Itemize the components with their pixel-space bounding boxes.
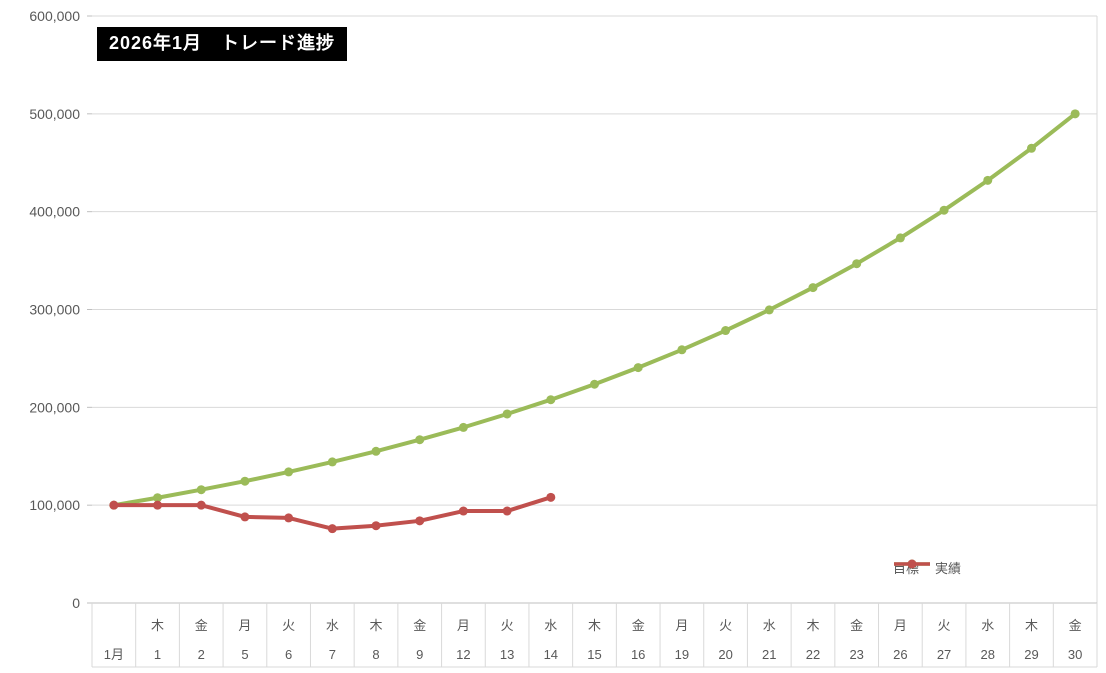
svg-text:水: 水 xyxy=(544,618,557,633)
svg-text:木: 木 xyxy=(806,618,819,633)
svg-text:100,000: 100,000 xyxy=(29,497,80,513)
svg-text:28: 28 xyxy=(981,647,995,662)
svg-text:30: 30 xyxy=(1068,647,1082,662)
x-axis: 木金月火水木金月火水木金月火水木金月火水木金1月 1 2 5 6 7 8 9 12 13 14 15 1… xyxy=(91,602,1098,668)
svg-text:木: 木 xyxy=(588,618,601,633)
svg-text:300,000: 300,000 xyxy=(29,302,80,318)
svg-text:5: 5 xyxy=(241,647,248,662)
svg-text:15: 15 xyxy=(587,647,601,662)
svg-text:1: 1 xyxy=(154,647,161,662)
svg-text:水: 水 xyxy=(981,618,994,633)
svg-text:23: 23 xyxy=(849,647,863,662)
actual-swatch-marker xyxy=(907,559,917,569)
legend: 目標 実績 xyxy=(893,558,961,577)
svg-text:500,000: 500,000 xyxy=(29,106,80,122)
svg-text:月: 月 xyxy=(675,618,688,633)
legend-label-actual: 実績 xyxy=(935,561,962,576)
svg-text:8: 8 xyxy=(372,647,379,662)
svg-text:木: 木 xyxy=(370,618,383,633)
svg-text:火: 火 xyxy=(282,618,295,633)
svg-text:14: 14 xyxy=(544,647,558,662)
series-target xyxy=(109,109,1080,510)
svg-text:13: 13 xyxy=(500,647,514,662)
series-actual xyxy=(109,492,556,534)
svg-text:金: 金 xyxy=(850,618,863,633)
svg-text:木: 木 xyxy=(1025,618,1038,633)
svg-text:9: 9 xyxy=(416,647,423,662)
svg-text:12: 12 xyxy=(456,647,470,662)
svg-text:16: 16 xyxy=(631,647,645,662)
actual-line-swatch xyxy=(894,559,930,569)
svg-text:400,000: 400,000 xyxy=(29,204,80,220)
svg-text:木: 木 xyxy=(151,618,164,633)
svg-text:金: 金 xyxy=(195,618,208,633)
legend-item-actual[interactable]: 実績 xyxy=(894,558,962,577)
gridlines xyxy=(92,15,1098,667)
svg-text:26: 26 xyxy=(893,647,907,662)
svg-text:火: 火 xyxy=(938,618,951,633)
svg-text:水: 水 xyxy=(326,618,339,633)
svg-text:0: 0 xyxy=(72,595,80,611)
svg-text:月: 月 xyxy=(238,618,251,633)
svg-text:22: 22 xyxy=(806,647,820,662)
svg-text:19: 19 xyxy=(675,647,689,662)
svg-text:月: 月 xyxy=(894,618,907,633)
svg-text:金: 金 xyxy=(1069,618,1082,633)
svg-text:29: 29 xyxy=(1024,647,1038,662)
svg-text:火: 火 xyxy=(719,618,732,633)
chart-title: 2026年1月 トレード進捗 xyxy=(97,27,348,61)
svg-text:水: 水 xyxy=(763,618,776,633)
svg-text:200,000: 200,000 xyxy=(29,399,80,415)
svg-text:1月: 1月 xyxy=(104,647,124,662)
svg-text:21: 21 xyxy=(762,647,776,662)
svg-text:火: 火 xyxy=(501,618,514,633)
svg-text:金: 金 xyxy=(632,618,645,633)
svg-text:6: 6 xyxy=(285,647,292,662)
svg-text:月: 月 xyxy=(457,618,470,633)
svg-text:27: 27 xyxy=(937,647,951,662)
svg-text:2: 2 xyxy=(198,647,205,662)
svg-text:20: 20 xyxy=(718,647,732,662)
svg-text:7: 7 xyxy=(329,647,336,662)
svg-text:600,000: 600,000 xyxy=(29,8,80,24)
y-axis: 0 100,000 200,000 300,000 400,000 500,000 600,… xyxy=(29,8,92,611)
svg-text:金: 金 xyxy=(413,618,426,633)
